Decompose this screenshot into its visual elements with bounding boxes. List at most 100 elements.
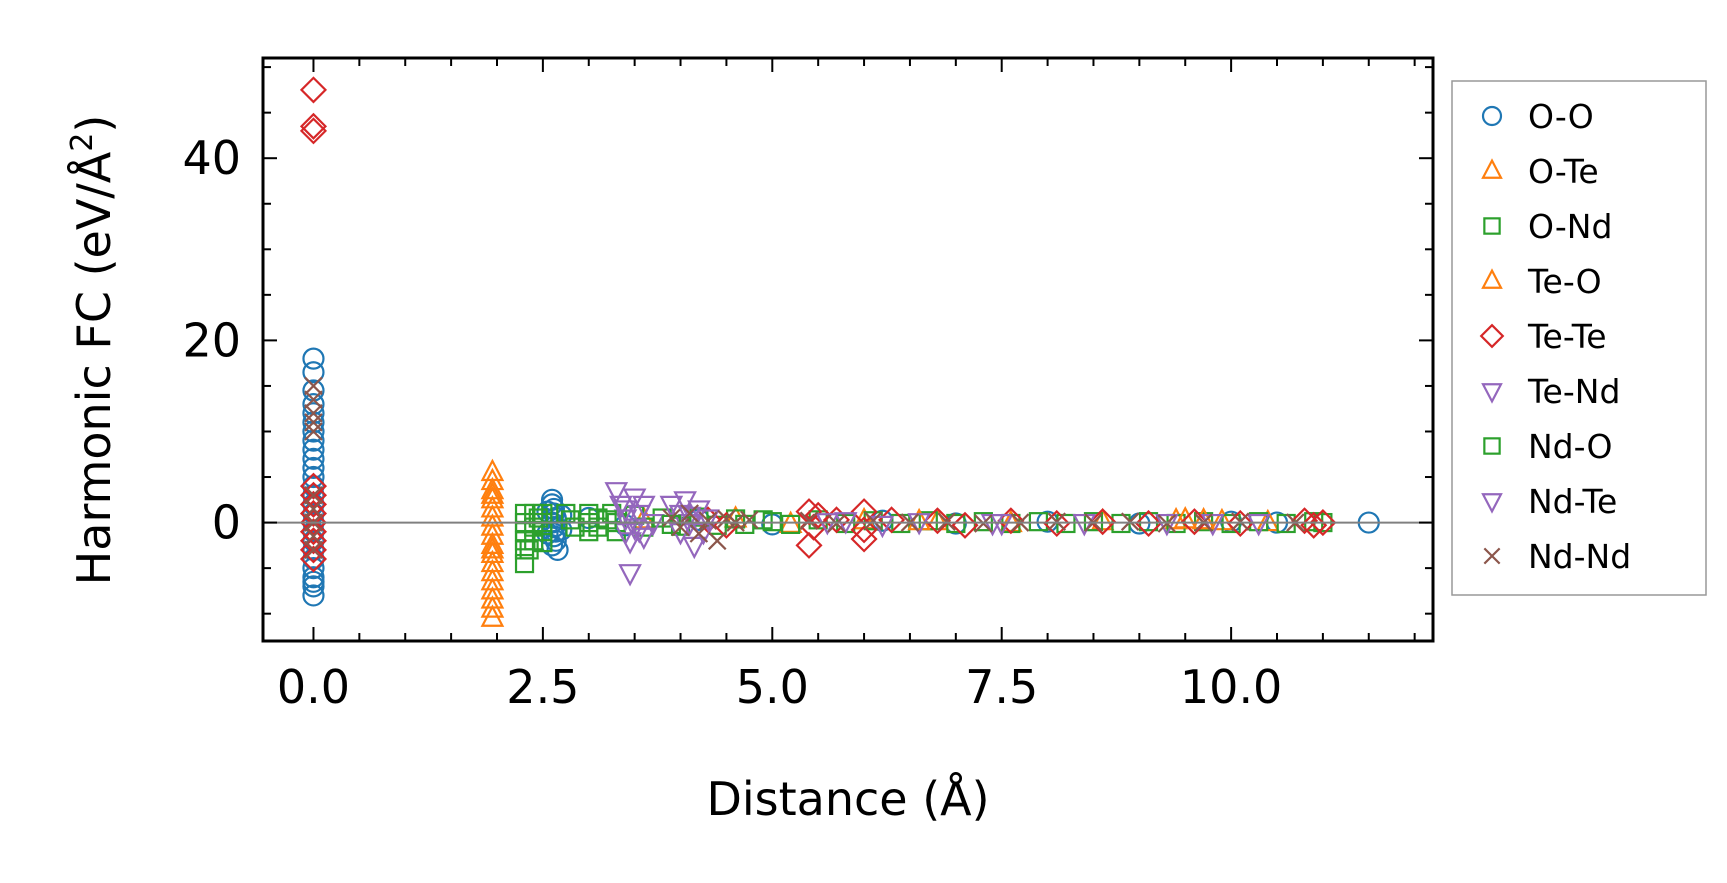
data-point (304, 390, 323, 409)
legend-marker (1483, 547, 1501, 565)
legend-marker (1483, 437, 1501, 455)
data-point (302, 575, 325, 598)
data-point (302, 465, 325, 489)
data-point (302, 456, 325, 480)
data-point (304, 499, 323, 519)
data-point (560, 510, 581, 530)
data-point (661, 514, 681, 535)
data-point (299, 527, 328, 555)
data-point (815, 513, 840, 536)
legend-marker (1481, 383, 1503, 404)
data-point (1200, 513, 1225, 537)
data-point (907, 513, 931, 536)
data-point (698, 511, 718, 531)
legend-label: Nd-Te (1528, 482, 1617, 521)
x-tick-label: 2.5 (506, 660, 579, 714)
data-point (302, 538, 325, 562)
legend-marker (1481, 493, 1503, 514)
legend-label: Nd-O (1528, 427, 1612, 466)
data-point (632, 495, 656, 519)
data-point (618, 564, 642, 587)
data-point (804, 501, 832, 529)
data-point (1290, 507, 1319, 535)
axis-ticks (263, 58, 1433, 641)
data-point (302, 484, 325, 507)
data-point (533, 533, 553, 553)
data-point (304, 526, 323, 546)
legend-item-te-nd: Te-Nd (1481, 372, 1620, 411)
data-point (609, 495, 633, 519)
legend-item-o-nd: O-Nd (1483, 207, 1612, 246)
data-point (1309, 509, 1337, 537)
legend-item-nd-te: Nd-Te (1481, 482, 1617, 521)
data-point (299, 499, 328, 528)
legend-item-nd-nd: Nd-Nd (1483, 537, 1631, 576)
legend-marker (1483, 217, 1501, 235)
legend-label: Nd-Nd (1528, 537, 1631, 576)
data-point (1300, 511, 1328, 539)
data-point (863, 511, 883, 531)
y-tick-label: 0 (212, 496, 241, 550)
data-point (299, 112, 328, 140)
data-point (613, 500, 638, 523)
data-point (528, 508, 548, 528)
legend-item-o-te: O-Te (1481, 152, 1599, 191)
data-point (304, 540, 323, 560)
data-point (565, 517, 585, 537)
legend-label: Te-Nd (1527, 372, 1620, 411)
data-point (795, 498, 823, 526)
data-point (299, 509, 328, 537)
legend-marker (1479, 323, 1505, 349)
legend-label: O-O (1528, 97, 1594, 136)
data-point (299, 536, 328, 564)
data-point (519, 540, 539, 560)
legend: O-O O-Te O-Nd Te-O Te-Te Te-Nd Nd-O Nd-Te Nd-Nd (1451, 80, 1707, 596)
legend-item-te-te: Te-Te (1479, 317, 1607, 356)
tick-labels: 0.0 2.5 5.0 7.5 10.0 0 20 40 (182, 131, 1282, 714)
data-point (302, 557, 325, 580)
y-tick-label: 40 (182, 131, 241, 185)
y-axis-title-close: ) (67, 115, 121, 133)
data-point (689, 524, 709, 543)
data-point (923, 507, 952, 535)
data-point (299, 481, 328, 509)
data-point (1173, 505, 1198, 529)
data-point (1089, 508, 1117, 536)
legend-label: Te-Te (1527, 317, 1607, 356)
legend-marker (1481, 268, 1503, 289)
legend-marker (1481, 158, 1503, 179)
data-point (597, 510, 617, 530)
data-point (304, 403, 323, 423)
data-point (850, 516, 878, 544)
data-point (618, 532, 642, 555)
data-point (1134, 509, 1163, 538)
data-point (302, 347, 325, 370)
legend-label: O-Nd (1528, 207, 1612, 246)
x-tick-label: 0.0 (277, 660, 350, 714)
data-point (299, 545, 328, 573)
data-point (304, 485, 323, 505)
legend-label: O-Te (1528, 152, 1599, 191)
data-point (304, 422, 323, 441)
data-point (696, 509, 720, 532)
data-point (604, 482, 629, 505)
data-point (302, 361, 325, 384)
legend-marker (1481, 105, 1503, 127)
data-point (1180, 508, 1208, 536)
data-point (299, 76, 328, 104)
data-point (951, 511, 979, 539)
data-point (622, 488, 647, 511)
data-point (781, 514, 801, 535)
x-axis-title: Distance (Å) (706, 772, 989, 826)
data-point (989, 513, 1014, 537)
data-point (302, 447, 325, 470)
series-te-te (299, 76, 1337, 573)
data-point (740, 510, 759, 530)
legend-item-te-o: Te-O (1481, 262, 1602, 301)
legend-label: Te-O (1527, 262, 1602, 301)
series-o-o (302, 347, 1380, 607)
data-point (799, 511, 819, 531)
data-point (480, 595, 505, 618)
data-point (1246, 513, 1271, 537)
data-point (480, 536, 505, 559)
